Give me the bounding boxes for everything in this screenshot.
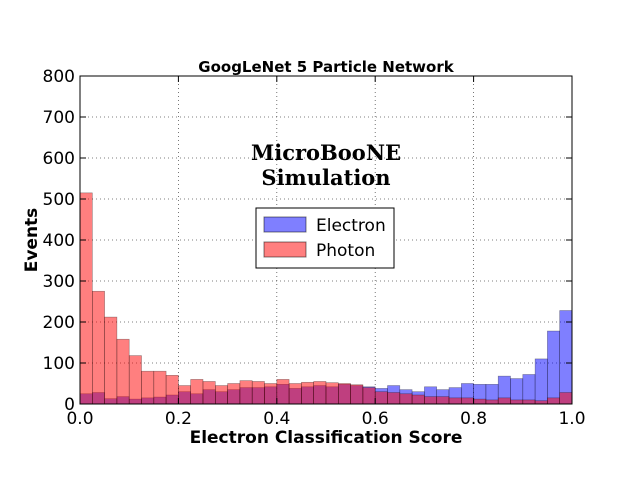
bar-photon bbox=[276, 379, 290, 404]
bar-photon bbox=[510, 399, 524, 404]
bar-electron bbox=[559, 310, 572, 404]
x-tick-label: 0.0 bbox=[66, 409, 93, 429]
chart-title: GoogLeNet 5 Particle Network bbox=[198, 58, 454, 76]
annotation-line-1: MicroBooNE bbox=[251, 140, 401, 165]
bar-photon bbox=[460, 397, 474, 404]
legend-label-electron: Electron bbox=[316, 216, 386, 236]
bar-photon bbox=[215, 385, 228, 404]
bar-photon bbox=[374, 391, 388, 404]
bar-photon bbox=[301, 381, 314, 404]
y-axis-label: Events bbox=[22, 208, 42, 273]
y-tick-label: 700 bbox=[43, 108, 75, 128]
y-tick-label: 200 bbox=[43, 313, 75, 333]
bar-photon bbox=[399, 393, 413, 404]
x-tick-label: 0.6 bbox=[362, 409, 389, 429]
bar-electron bbox=[485, 384, 499, 404]
bar-photon bbox=[485, 399, 499, 404]
bar-photon bbox=[288, 383, 302, 404]
x-tick-label: 0.2 bbox=[165, 409, 192, 429]
x-tick-label: 0.4 bbox=[263, 409, 290, 429]
bar-photon bbox=[436, 396, 450, 404]
bar-photon bbox=[116, 338, 130, 404]
bar-photon bbox=[337, 383, 351, 404]
axis-ticks: 0.0 0.2 0.4 0.6 0.8 1.0 0 100 200 300 400 500 600 700… bbox=[43, 67, 586, 429]
bar-photon bbox=[387, 392, 401, 404]
bar-photon bbox=[202, 381, 216, 404]
y-tick-label: 400 bbox=[43, 231, 75, 251]
legend-swatch-photon bbox=[263, 241, 307, 258]
bar-photon bbox=[153, 370, 167, 404]
y-tick-label: 300 bbox=[43, 272, 75, 292]
bar-photon bbox=[92, 290, 105, 404]
bar-photon bbox=[190, 379, 204, 404]
legend-label-photon: Photon bbox=[316, 241, 375, 261]
annotation-line-2: Simulation bbox=[261, 165, 390, 190]
bar-photon bbox=[104, 316, 118, 404]
bar-photon bbox=[141, 370, 155, 404]
x-tick-label: 1.0 bbox=[558, 409, 585, 429]
bar-photon bbox=[325, 382, 339, 404]
bar-photon bbox=[251, 381, 265, 404]
y-tick-label: 800 bbox=[43, 67, 75, 87]
y-tick-label: 600 bbox=[43, 149, 75, 169]
bar-photon bbox=[473, 398, 487, 404]
bar-electron bbox=[547, 330, 561, 404]
legend: Electron Photon bbox=[255, 207, 395, 269]
y-tick-label: 0 bbox=[64, 395, 75, 415]
bar-photon bbox=[313, 381, 327, 404]
bar-photon bbox=[448, 397, 462, 404]
bar-photon bbox=[350, 384, 364, 404]
y-tick-label: 500 bbox=[43, 190, 75, 210]
histogram-bars bbox=[80, 192, 572, 404]
x-tick-label: 0.8 bbox=[460, 409, 487, 429]
bar-photon bbox=[362, 387, 376, 404]
bar-photon bbox=[534, 400, 548, 404]
bar-electron bbox=[534, 358, 548, 404]
bar-photon bbox=[424, 396, 437, 404]
bar-photon bbox=[522, 399, 536, 404]
x-axis-label: Electron Classification Score bbox=[190, 428, 463, 448]
bar-photon bbox=[239, 380, 253, 404]
bar-photon bbox=[178, 385, 191, 404]
bar-photon bbox=[227, 383, 241, 404]
bar-electron bbox=[522, 374, 536, 404]
bar-photon bbox=[547, 397, 561, 404]
legend-swatch-electron bbox=[263, 216, 307, 233]
bar-photon bbox=[497, 397, 511, 404]
bar-photon bbox=[128, 355, 142, 404]
bar-photon bbox=[411, 394, 425, 404]
bar-photon bbox=[559, 392, 572, 404]
bar-photon bbox=[165, 374, 179, 404]
y-tick-label: 100 bbox=[43, 354, 75, 374]
bar-photon bbox=[80, 192, 93, 404]
bar-photon bbox=[264, 383, 278, 404]
